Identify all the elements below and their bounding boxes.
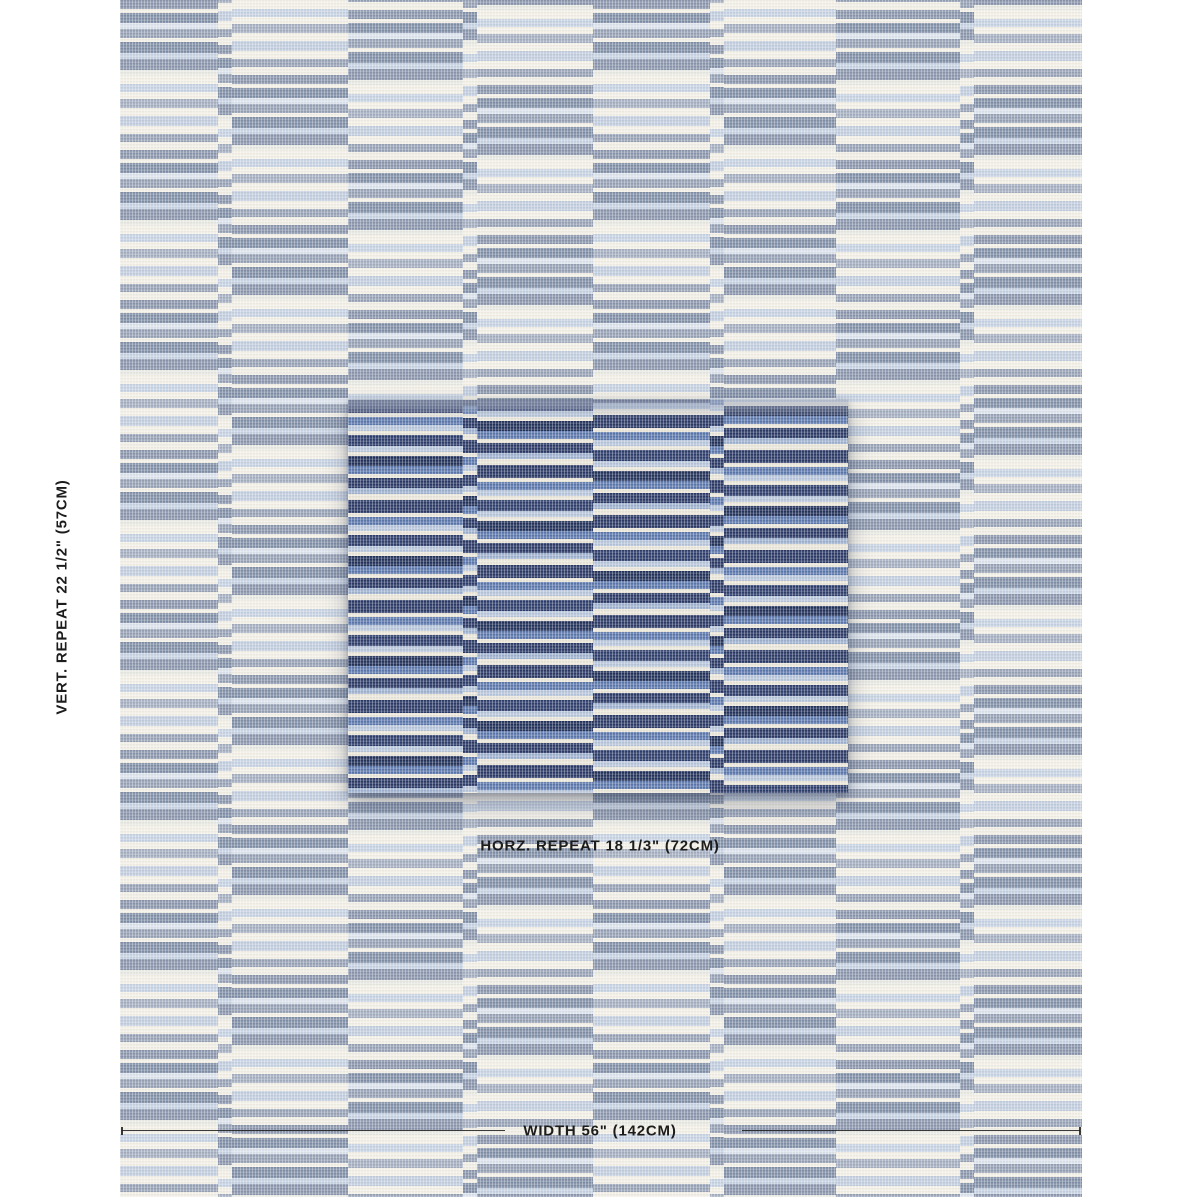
fabric-break-column	[218, 0, 232, 1197]
fabric-break-column	[960, 0, 974, 1197]
swatch-column	[348, 400, 463, 793]
swatch-break-column	[710, 400, 724, 793]
width-measure-line-left	[122, 1130, 505, 1131]
fabric-column	[232, 0, 348, 1197]
horizontal-repeat-label: HORZ. REPEAT 18 1/3" (72CM)	[480, 837, 720, 855]
swatch-column	[724, 400, 848, 793]
swatch-break-column	[463, 400, 477, 793]
width-measure-line-right	[742, 1130, 1080, 1131]
swatch-column	[477, 400, 593, 793]
fabric-column	[836, 0, 960, 1197]
fabric-column	[120, 0, 218, 1197]
fabric-swatch-overlay	[348, 400, 848, 793]
width-label: WIDTH 56" (142CM)	[523, 1122, 677, 1140]
fabric-column	[974, 0, 1082, 1197]
swatch-column	[593, 400, 710, 793]
width-measure-tick-left	[121, 1127, 123, 1135]
width-measure-tick-right	[1079, 1127, 1081, 1135]
vertical-repeat-label: VERT. REPEAT 22 1/2" (57CM)	[53, 479, 71, 715]
